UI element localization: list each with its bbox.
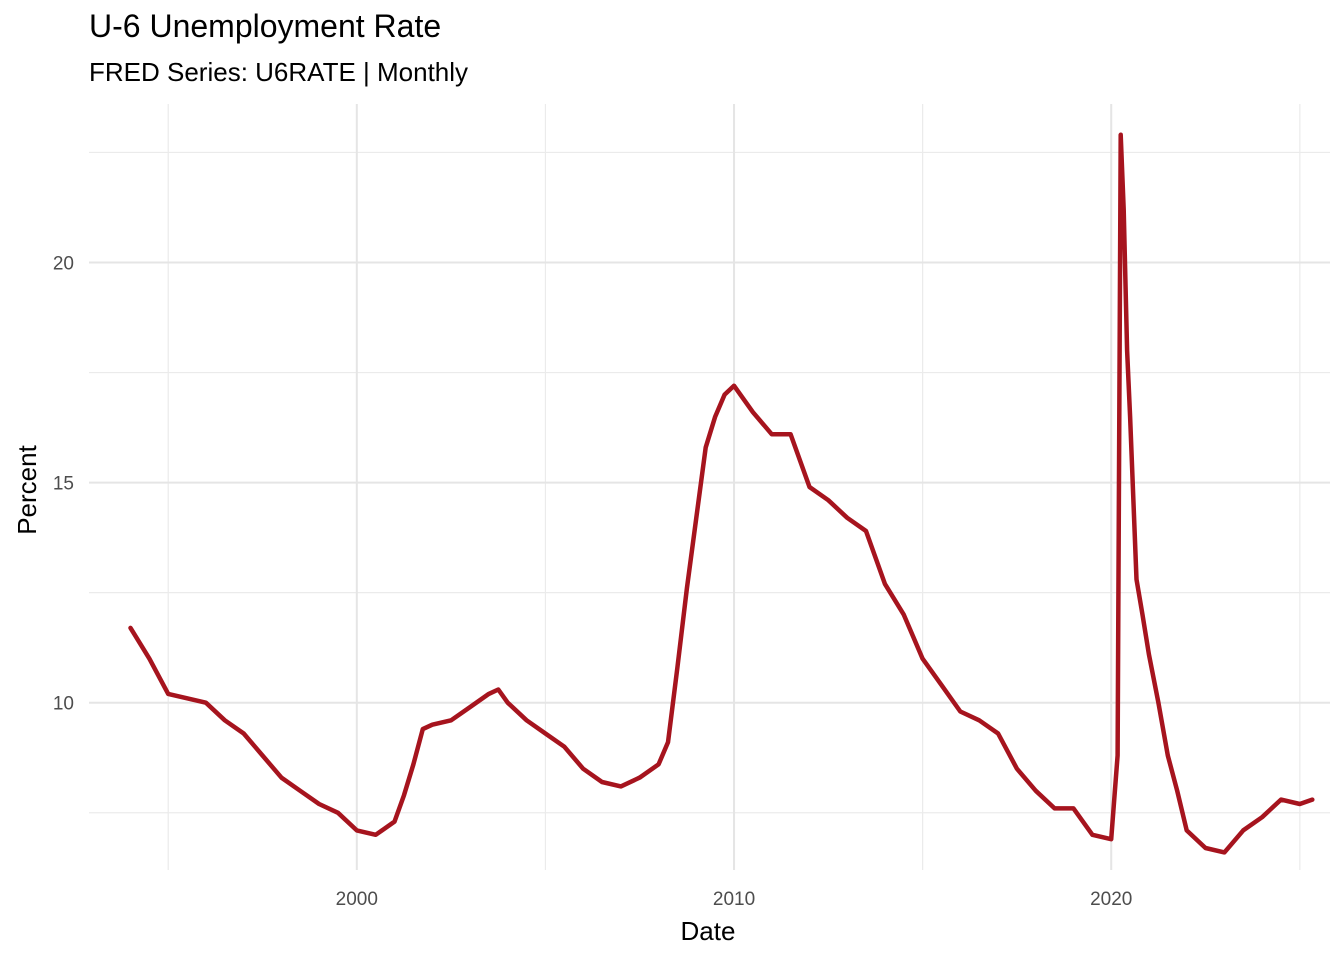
- y-tick-label: 10: [53, 694, 74, 715]
- x-axis-ticks: 2000 2010 2020: [336, 889, 1133, 910]
- chart-title: U‑6 Unemployment Rate: [89, 8, 442, 44]
- chart-subtitle: FRED Series: U6RATE | Monthly: [89, 57, 469, 87]
- series-layer: [128, 132, 1315, 855]
- y-tick-label: 20: [53, 253, 74, 274]
- series-line: [128, 132, 1315, 855]
- minor-gridlines: [89, 104, 1330, 870]
- x-tick-label: 2020: [1090, 889, 1132, 910]
- major-gridlines: [89, 104, 1330, 870]
- y-axis-label: Percent: [12, 444, 42, 534]
- x-tick-label: 2010: [713, 889, 755, 910]
- x-axis-label: Date: [681, 916, 736, 946]
- y-tick-label: 15: [53, 474, 74, 495]
- y-axis-ticks: 10 15 20: [53, 253, 74, 714]
- x-tick-label: 2000: [336, 889, 378, 910]
